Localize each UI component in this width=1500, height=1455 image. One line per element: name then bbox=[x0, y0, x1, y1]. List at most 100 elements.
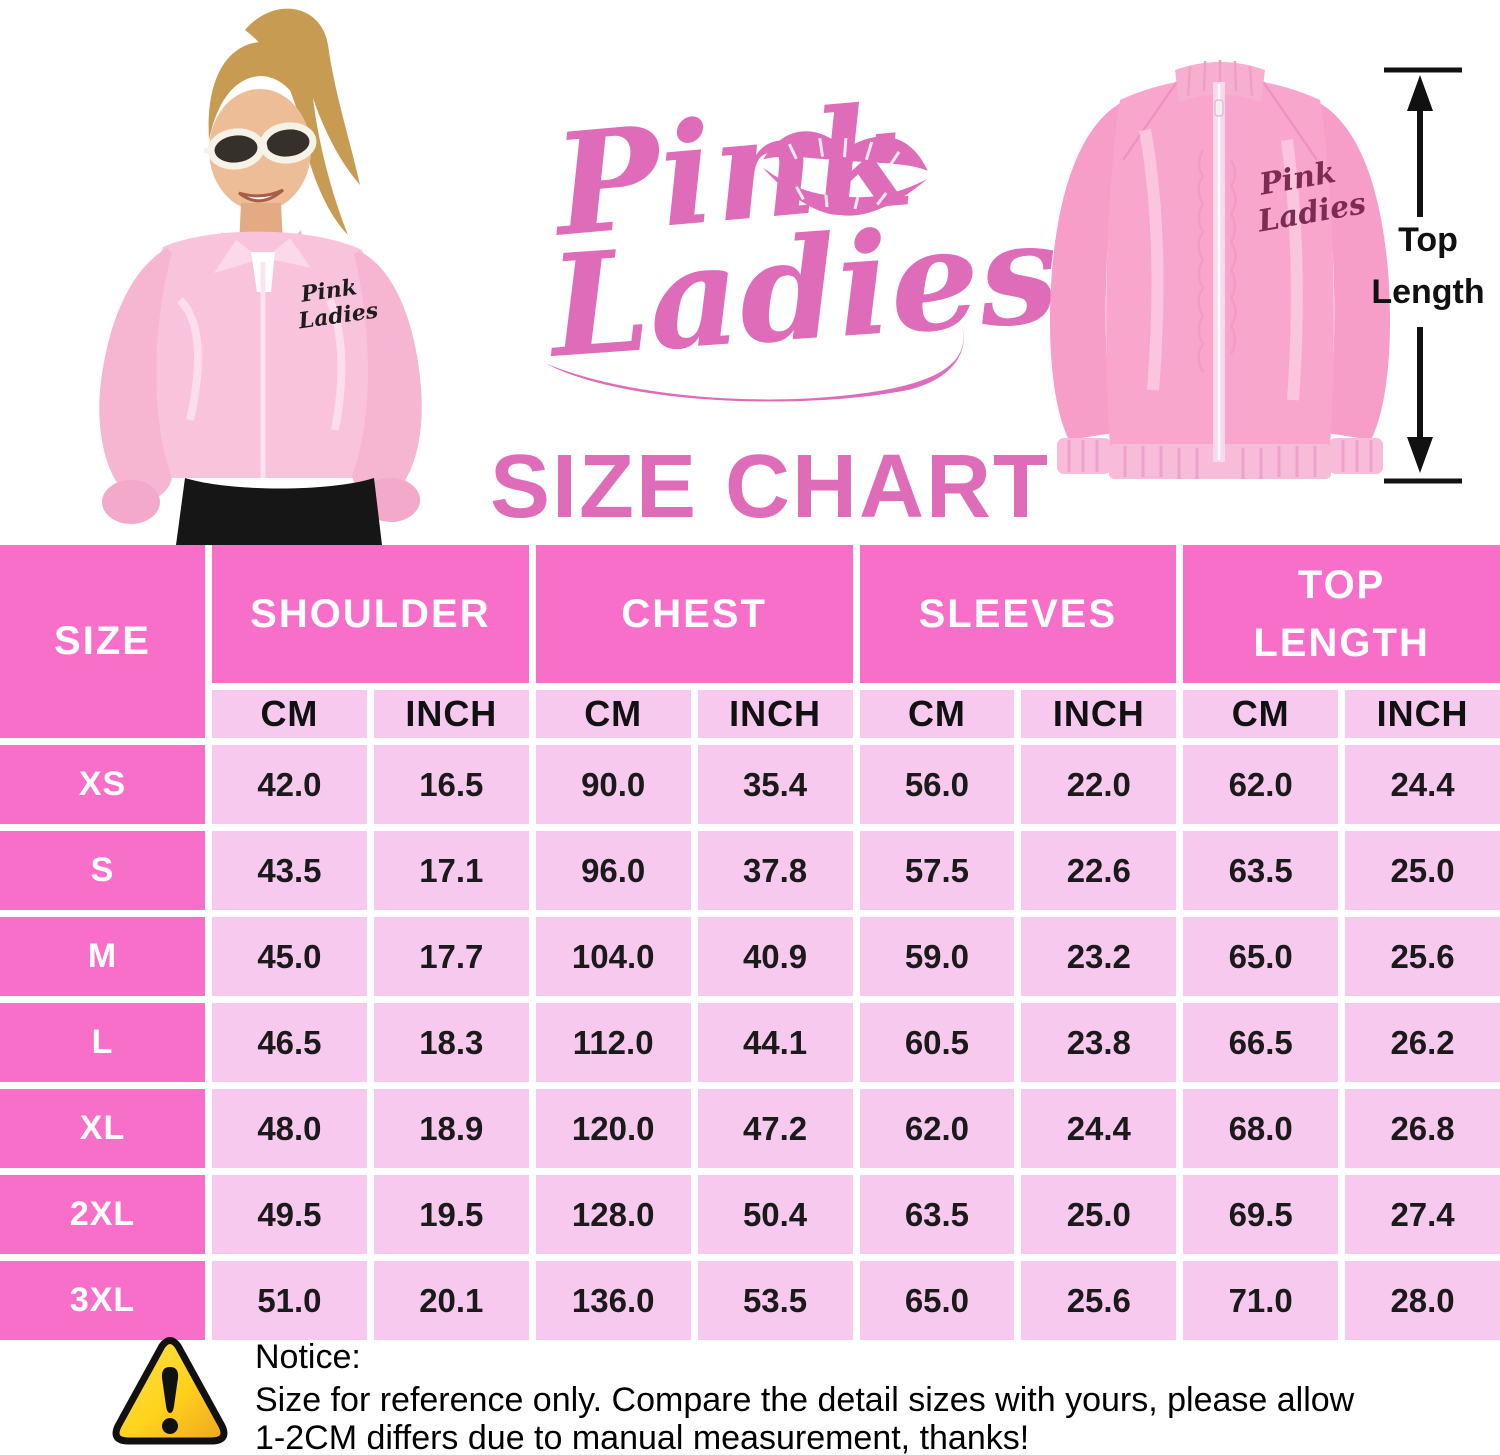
table-group-header-top-length-label: TOP LENGTH bbox=[1253, 563, 1430, 665]
size-value-cell: 62.0 bbox=[1183, 745, 1339, 824]
annotation-word-length: Length bbox=[1371, 273, 1484, 311]
size-value-cell: 96.0 bbox=[535, 831, 691, 910]
satin-highlight bbox=[326, 298, 346, 431]
size-value-cell: 65.0 bbox=[1183, 917, 1339, 996]
size-table: SIZE SHOULDER CHEST SLEEVES TOP LENGTH C… bbox=[0, 545, 1500, 1340]
size-value-cell: 25.0 bbox=[1021, 1175, 1177, 1254]
table-corner-header: SIZE bbox=[0, 545, 205, 738]
size-value-cell: 53.5 bbox=[697, 1261, 853, 1340]
size-value-cell: 23.8 bbox=[1021, 1003, 1177, 1082]
unit-header: INCH bbox=[1345, 690, 1500, 738]
size-row-label: XS bbox=[0, 745, 205, 824]
size-row-label: XL bbox=[0, 1089, 205, 1168]
jacket-photo: Pink Ladies bbox=[1049, 60, 1391, 479]
table-group-header-sleeves: SLEEVES bbox=[859, 545, 1177, 683]
size-value-cell: 50.4 bbox=[697, 1175, 853, 1254]
size-row-label: M bbox=[0, 917, 205, 996]
size-value-cell: 42.0 bbox=[212, 745, 367, 824]
measure-arrow-down-head bbox=[1407, 437, 1433, 473]
brand-logo: Pink Ladies bbox=[541, 74, 1060, 402]
size-value-cell: 104.0 bbox=[535, 917, 691, 996]
size-value-cell: 22.0 bbox=[1021, 745, 1177, 824]
notice-text-line2: 1-2CM differs due to manual measurement,… bbox=[255, 1419, 1030, 1455]
table-group-header-chest: CHEST bbox=[535, 545, 853, 683]
size-value-cell: 24.4 bbox=[1345, 745, 1500, 824]
size-row-label: S bbox=[0, 831, 205, 910]
size-value-cell: 60.5 bbox=[859, 1003, 1015, 1082]
size-value-cell: 65.0 bbox=[859, 1261, 1015, 1340]
size-value-cell: 16.5 bbox=[373, 745, 529, 824]
size-value-cell: 25.0 bbox=[1345, 831, 1500, 910]
hair-front bbox=[208, 42, 314, 140]
size-value-cell: 62.0 bbox=[859, 1089, 1015, 1168]
size-value-cell: 57.5 bbox=[859, 831, 1015, 910]
model-jacket-left-sleeve bbox=[99, 248, 172, 500]
size-row-label: 3XL bbox=[0, 1261, 205, 1340]
logo-word-pink: Pink bbox=[544, 74, 918, 269]
lips-kiss-icon bbox=[762, 131, 928, 216]
size-value-cell: 136.0 bbox=[535, 1261, 691, 1340]
jacket-left-sleeve bbox=[1049, 102, 1127, 440]
size-value-cell: 27.4 bbox=[1345, 1175, 1500, 1254]
logo-word-ladies: Ladies bbox=[541, 191, 1060, 390]
size-value-cell: 71.0 bbox=[1183, 1261, 1339, 1340]
measure-arrow-up-head bbox=[1407, 75, 1433, 111]
size-value-cell: 18.9 bbox=[373, 1089, 529, 1168]
unit-header: CM bbox=[535, 690, 691, 738]
size-value-cell: 47.2 bbox=[697, 1089, 853, 1168]
size-value-cell: 59.0 bbox=[859, 917, 1015, 996]
size-row-label: 2XL bbox=[0, 1175, 205, 1254]
jacket-ruching bbox=[1197, 149, 1237, 373]
unit-header: CM bbox=[1183, 690, 1339, 738]
warning-icon bbox=[112, 1337, 228, 1445]
table-group-header-top-length: TOP LENGTH bbox=[1183, 545, 1500, 683]
unit-header: INCH bbox=[697, 690, 853, 738]
unit-header: CM bbox=[212, 690, 367, 738]
size-value-cell: 35.4 bbox=[697, 745, 853, 824]
size-value-cell: 25.6 bbox=[1021, 1261, 1177, 1340]
model-left-cuff bbox=[102, 480, 160, 524]
size-value-cell: 56.0 bbox=[859, 745, 1015, 824]
page-title: SIZE CHART bbox=[490, 437, 1050, 537]
unit-header: INCH bbox=[1021, 690, 1177, 738]
size-value-cell: 66.5 bbox=[1183, 1003, 1339, 1082]
unit-header: INCH bbox=[373, 690, 529, 738]
size-value-cell: 17.1 bbox=[373, 831, 529, 910]
size-value-cell: 120.0 bbox=[535, 1089, 691, 1168]
model-jacket-collar bbox=[214, 240, 261, 273]
model-jacket-right-sleeve bbox=[352, 251, 422, 498]
size-value-cell: 46.5 bbox=[212, 1003, 367, 1082]
size-value-cell: 48.0 bbox=[212, 1089, 367, 1168]
size-value-cell: 51.0 bbox=[212, 1261, 367, 1340]
size-value-cell: 63.5 bbox=[859, 1175, 1015, 1254]
size-value-cell: 23.2 bbox=[1021, 917, 1177, 996]
satin-highlight bbox=[177, 297, 202, 421]
jacket-raglan-seams bbox=[1121, 81, 1319, 161]
size-value-cell: 26.2 bbox=[1345, 1003, 1500, 1082]
model-jacket-collar-right bbox=[266, 238, 311, 268]
size-value-cell: 49.5 bbox=[212, 1175, 367, 1254]
model-pants bbox=[176, 478, 382, 545]
unit-header: CM bbox=[859, 690, 1015, 738]
jacket-zipper bbox=[1213, 82, 1225, 462]
sunglasses-icon bbox=[203, 122, 317, 170]
notice-label: Notice: bbox=[255, 1338, 361, 1376]
jacket-cuffs bbox=[1057, 438, 1383, 474]
size-value-cell: 45.0 bbox=[212, 917, 367, 996]
size-value-cell: 22.6 bbox=[1021, 831, 1177, 910]
size-value-cell: 112.0 bbox=[535, 1003, 691, 1082]
size-value-cell: 19.5 bbox=[373, 1175, 529, 1254]
size-value-cell: 37.8 bbox=[697, 831, 853, 910]
size-value-cell: 17.7 bbox=[373, 917, 529, 996]
satin-highlight bbox=[1281, 139, 1303, 401]
model-photo: Pink Ladies bbox=[99, 8, 422, 545]
size-value-cell: 128.0 bbox=[535, 1175, 691, 1254]
size-value-cell: 43.5 bbox=[212, 831, 367, 910]
size-value-cell: 68.0 bbox=[1183, 1089, 1339, 1168]
model-smile bbox=[238, 188, 284, 203]
size-value-cell: 44.1 bbox=[697, 1003, 853, 1082]
size-value-cell: 63.5 bbox=[1183, 831, 1339, 910]
annotation-word-top: Top bbox=[1398, 221, 1458, 259]
notice-text-line1: Size for reference only. Compare the det… bbox=[255, 1381, 1355, 1419]
